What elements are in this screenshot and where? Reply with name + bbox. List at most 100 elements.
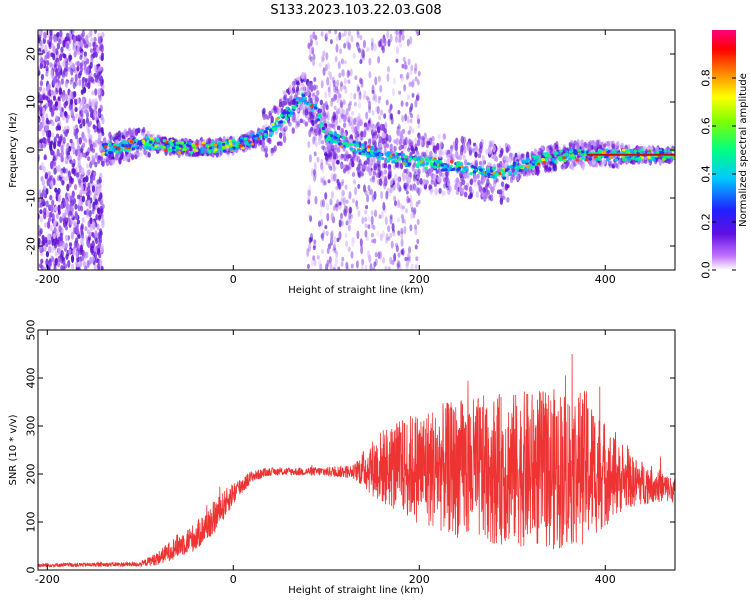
- spectral-cell: [142, 135, 146, 141]
- spectral-cell: [504, 183, 509, 191]
- spectral-cell: [495, 178, 500, 183]
- spectral-cell: [339, 163, 343, 170]
- spectral-cell: [371, 175, 376, 183]
- spectral-cell: [482, 160, 487, 165]
- spectral-cell: [121, 139, 126, 144]
- spectral-cell: [428, 138, 433, 143]
- spectral-cell: [412, 162, 416, 168]
- spectral-cell: [389, 104, 393, 110]
- spectral-cell: [354, 156, 359, 163]
- spectral-cell: [411, 92, 415, 98]
- spectral-cell: [365, 204, 369, 210]
- spectral-cell: [549, 146, 553, 154]
- spectral-cell: [41, 179, 45, 187]
- spectral-cell: [414, 244, 418, 250]
- spectral-cell: [85, 175, 89, 183]
- spectral-cell: [254, 137, 258, 141]
- spectral-cell: [78, 137, 82, 145]
- spectral-cell: [231, 138, 236, 142]
- spectral-cell: [360, 146, 365, 150]
- spectral-cell: [40, 41, 44, 50]
- spectral-cell: [62, 257, 66, 266]
- spectral-cell: [448, 166, 452, 170]
- spectral-cell: [50, 204, 54, 213]
- spectral-cell: [67, 95, 71, 102]
- spectral-cell: [72, 146, 76, 155]
- spectral-cell: [594, 140, 598, 148]
- spectral-cell: [438, 142, 443, 149]
- spectral-cell: [93, 111, 97, 118]
- spectral-cell: [142, 126, 146, 134]
- spectral-cell: [89, 61, 93, 69]
- spectral-cell: [407, 171, 412, 179]
- spectral-cell: [447, 156, 451, 163]
- spectral-cell: [588, 140, 593, 146]
- spectral-cell: [548, 161, 552, 166]
- spectral-cell: [71, 141, 75, 148]
- spectral-cell: [474, 144, 478, 152]
- spectral-cell: [394, 151, 399, 156]
- spectral-cell: [455, 189, 460, 196]
- spectral-cell: [214, 148, 218, 152]
- spectral-cell: [64, 100, 69, 106]
- spectral-cell: [520, 153, 524, 159]
- spectral-cell: [357, 163, 361, 171]
- spectral-cell: [50, 245, 54, 254]
- spectral-cell: [304, 101, 308, 105]
- spectral-cell: [330, 134, 334, 138]
- spectral-cell: [96, 158, 101, 165]
- spectral-cell: [425, 161, 429, 166]
- spectral-cell: [320, 31, 324, 37]
- spectral-cell: [416, 158, 420, 162]
- spectral-cell: [252, 134, 257, 138]
- spectral-cell: [609, 155, 613, 159]
- spectral-cell: [205, 138, 210, 145]
- spectral-cell: [171, 146, 176, 150]
- spectral-cell: [86, 260, 90, 269]
- spectral-cell: [415, 163, 420, 167]
- spectral-cell: [360, 130, 364, 137]
- spectral-cell: [573, 151, 578, 155]
- spectral-cell: [491, 154, 495, 159]
- spectral-cell: [336, 79, 340, 87]
- colorbar-gradient: [712, 30, 736, 270]
- snr-line: [38, 353, 675, 569]
- spectral-cell: [373, 190, 377, 200]
- spectral-cell: [488, 194, 492, 200]
- spectral-cell: [308, 243, 312, 253]
- spectral-cell: [432, 158, 436, 162]
- spectral-cell: [365, 111, 369, 120]
- spectral-cell: [620, 151, 625, 155]
- spectral-cell: [611, 143, 615, 149]
- spectral-cell: [88, 209, 92, 218]
- spectral-cell: [373, 163, 378, 169]
- spectral-cell: [432, 174, 436, 180]
- spectral-cell: [68, 54, 72, 62]
- spectral-cell: [285, 117, 289, 121]
- spectral-cell: [468, 146, 473, 155]
- spectral-cell: [168, 140, 172, 144]
- spectral-cell: [581, 163, 585, 171]
- spectral-cell: [347, 30, 351, 37]
- spectral-cell: [440, 163, 445, 167]
- spectral-cell: [461, 168, 466, 172]
- spectral-cell: [222, 149, 227, 153]
- spectral-cell: [330, 237, 334, 246]
- spectral-cell: [492, 144, 496, 153]
- spectral-cell: [42, 107, 46, 116]
- spectral-cell: [356, 230, 360, 240]
- spectral-cell: [166, 144, 170, 149]
- spectral-cell: [295, 116, 300, 123]
- spectral-cell: [200, 150, 205, 154]
- spectral-cell: [85, 234, 89, 241]
- spectral-cell: [327, 163, 331, 169]
- spectral-cell: [78, 79, 82, 87]
- spectral-cell: [473, 166, 478, 170]
- spectral-cell: [88, 41, 92, 48]
- spectral-cell: [520, 153, 524, 158]
- spectral-cell: [186, 146, 190, 151]
- spectral-cell: [84, 138, 88, 143]
- x-tick-label: 200: [409, 273, 430, 286]
- spectral-cell: [498, 153, 503, 158]
